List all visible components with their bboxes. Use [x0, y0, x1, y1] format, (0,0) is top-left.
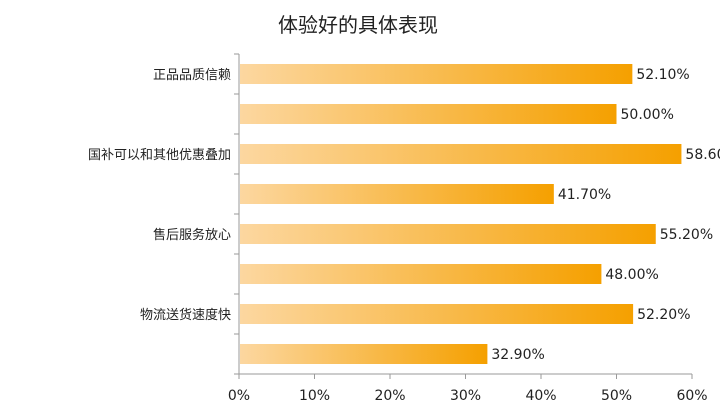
- data-label: 48.00%: [605, 267, 658, 283]
- x-tick-label: 0%: [228, 388, 250, 404]
- bar: [240, 304, 634, 324]
- category-label: 正品品质信赖: [153, 68, 231, 83]
- category-label: 国补可以和其他优惠叠加: [88, 148, 231, 163]
- data-label: 52.20%: [637, 307, 690, 323]
- x-tick-label: 20%: [374, 388, 405, 404]
- data-label: 41.70%: [558, 187, 611, 203]
- bar: [240, 104, 617, 124]
- x-tick-label: 10%: [299, 388, 330, 404]
- category-label: 售后服务放心: [153, 227, 231, 243]
- plot-area: 正品品质信赖 52.10% 50.00% 国补可以和其他优惠叠加 58.60% 41.70…: [88, 53, 720, 404]
- chart-title: 体验好的具体表现: [278, 13, 438, 37]
- bar: [240, 264, 602, 284]
- bar: [240, 184, 554, 204]
- data-label: 55.20%: [660, 227, 713, 243]
- bar: [240, 64, 633, 84]
- bar: [240, 224, 656, 244]
- x-tick-label: 30%: [450, 388, 481, 404]
- data-label: 52.10%: [636, 67, 689, 83]
- bar: [240, 344, 488, 364]
- data-label: 58.60%: [685, 147, 720, 163]
- x-tick-label: 60%: [676, 388, 707, 404]
- bar: [240, 144, 682, 164]
- x-tick-label: 50%: [601, 388, 632, 404]
- data-label: 32.90%: [491, 347, 544, 363]
- x-tick-label: 40%: [525, 388, 556, 404]
- data-label: 50.00%: [621, 107, 674, 123]
- category-label: 物流送货速度快: [140, 307, 231, 323]
